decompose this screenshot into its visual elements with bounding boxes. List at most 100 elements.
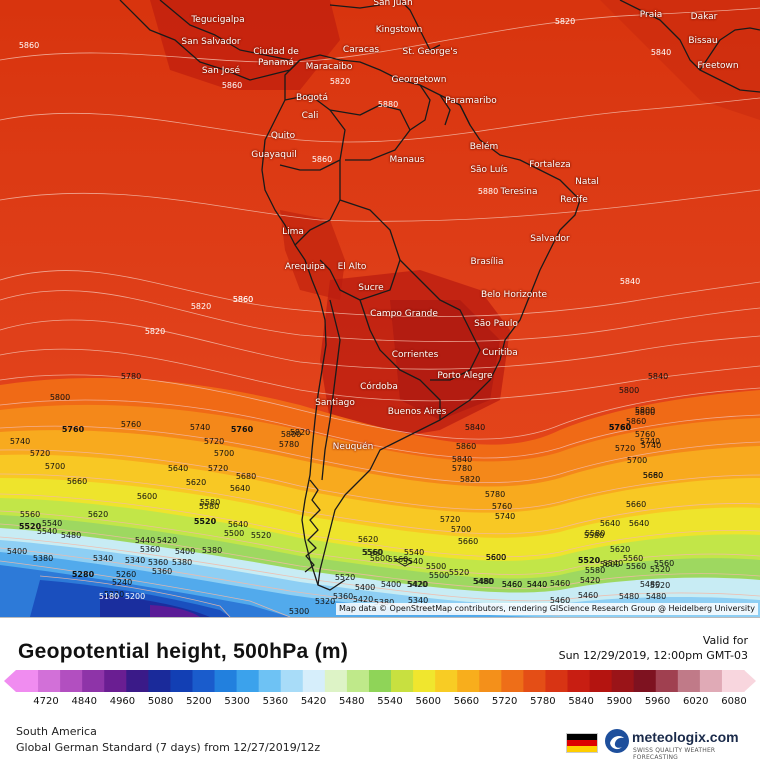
colorbar-tick-label: 4840 <box>71 696 97 707</box>
contour-label: 5640 <box>167 464 189 473</box>
colorbar-tick-label: 5360 <box>262 696 289 707</box>
contour-label: 5560 <box>362 548 384 557</box>
city-label: São Paulo <box>474 319 518 329</box>
city-label: El Alto <box>337 262 367 272</box>
flag-stripe <box>567 734 597 740</box>
contour-label: 5500 <box>428 571 450 580</box>
colorbar-tick-label: 4720 <box>33 696 59 707</box>
contour-label: 5740 <box>640 441 662 450</box>
brand-name[interactable]: meteologix.com <box>632 729 739 745</box>
contour-label: 5640 <box>599 519 621 528</box>
contour-label: 5740 <box>639 437 661 446</box>
colorbar-swatch <box>324 670 348 692</box>
city-label: Quito <box>270 131 296 141</box>
contour-label: 5780 <box>484 490 506 499</box>
city-label: Guayaquil <box>251 150 297 160</box>
city-label: Caracas <box>342 45 380 55</box>
chart-title: Geopotential height, 500hPa (m) <box>18 640 349 663</box>
contour-label: 5460 <box>549 596 571 605</box>
city-label: Tegucigalpa <box>191 15 245 25</box>
contour-label: 5700 <box>626 456 648 465</box>
contour-label: 5800 <box>280 430 302 439</box>
contour-label: 5760 <box>608 423 632 432</box>
contour-label: 5860 <box>455 442 477 451</box>
colorbar-tick-label: 5960 <box>644 696 671 707</box>
colorbar-swatch <box>368 670 392 692</box>
city-label: Dakar <box>690 12 718 22</box>
contour-label: 5360 <box>332 592 354 601</box>
contour-label: 5580 <box>584 566 606 575</box>
flag-stripe <box>567 746 597 752</box>
contour-label: 5240 <box>111 578 133 587</box>
contour-label: 5400 <box>6 547 28 556</box>
city-label: São Luís <box>470 165 508 175</box>
colorbar-swatch <box>16 670 39 692</box>
contour-label: 5840 <box>619 277 641 286</box>
contour-label: 5560 <box>387 555 409 564</box>
colorbar-tick-label: 5780 <box>530 696 556 707</box>
contour-label: 5480 <box>618 592 640 601</box>
contour-label: 5560 <box>622 554 644 563</box>
colorbar-swatch <box>677 670 701 692</box>
colorbar-swatch <box>346 670 370 692</box>
contour-label: 5600 <box>369 554 391 563</box>
contour-label: 5560 <box>653 559 675 568</box>
contour-label: 5500 <box>223 529 245 538</box>
contour-label: 5200 <box>124 592 146 601</box>
city-label: Corrientes <box>391 350 439 360</box>
city-label: Teresina <box>500 187 538 197</box>
colorbar-swatch <box>567 670 591 692</box>
contour-label: 5540 <box>41 519 63 528</box>
city-label: Belém <box>469 142 499 152</box>
colorbar-tick-label: 5200 <box>186 696 212 707</box>
germany-flag-icon <box>566 733 598 753</box>
swirl-icon <box>605 729 629 753</box>
city-label: Georgetown <box>391 75 447 85</box>
city-label: Belo Horizonte <box>480 290 548 300</box>
colorbar-arrow-left <box>4 670 16 692</box>
colorbar-swatch <box>236 670 260 692</box>
contour-label: 5800 <box>618 386 640 395</box>
contour-label: 5480 <box>639 580 661 589</box>
geopotential-map[interactable]: Tegucigalpa San Salvador Ciudad de Panam… <box>0 0 760 617</box>
colorbar-swatch <box>82 670 105 692</box>
contour-label: 5760 <box>230 425 254 434</box>
city-label: St. George's <box>402 47 458 57</box>
contour-label: 5880 <box>377 100 399 109</box>
legend-panel: Geopotential height, 500hPa (m) Valid fo… <box>0 617 760 760</box>
contour-label: 5660 <box>66 477 88 486</box>
contour-label: 5600 <box>136 492 158 501</box>
contour-label: 5420 <box>579 576 601 585</box>
brand-tagline: SWISS QUALITY WEATHER FORECASTING <box>633 747 716 760</box>
colorbar-tick-label: 6080 <box>721 696 747 707</box>
contour-label: 5800 <box>49 393 71 402</box>
contour-label: 5400 <box>354 583 376 592</box>
valid-date: Sun 12/29/2019, 12:00pm GMT-03 <box>558 649 748 662</box>
contour-label: 5440 <box>134 536 156 545</box>
city-label: Salvador <box>530 234 570 244</box>
colorbar-swatch <box>280 670 304 692</box>
colorbar-tick-label: 5720 <box>491 696 518 707</box>
contour-label: 5480 <box>645 592 667 601</box>
colorbar-tick-label: 4960 <box>109 696 136 707</box>
city-label: Brasília <box>470 257 504 267</box>
city-label: Paramaribo <box>445 96 497 106</box>
contour-label: 5560 <box>625 562 647 571</box>
city-label: Ciudad de Panamá <box>253 47 299 68</box>
city-label: Buenos Aires <box>387 407 447 417</box>
colorbar-swatch <box>457 670 480 692</box>
contour-label: 5520 <box>448 568 470 577</box>
contour-label: 5820 <box>554 17 576 26</box>
contour-label: 5740 <box>189 423 211 432</box>
contour-label: 5300 <box>288 607 310 616</box>
colorbar-swatch <box>721 670 745 692</box>
contour-label: 5340 <box>407 596 429 605</box>
contour-label: 5380 <box>374 598 394 607</box>
contour-label: 5340 <box>92 554 114 563</box>
contour-label: 5780 <box>451 464 473 473</box>
city-label: Recife <box>560 195 588 205</box>
contour-label: 5800 <box>634 408 656 417</box>
contour-label: 5480 <box>472 577 494 586</box>
city-label: Santiago <box>315 398 355 408</box>
contour-label: 5720 <box>207 464 229 473</box>
